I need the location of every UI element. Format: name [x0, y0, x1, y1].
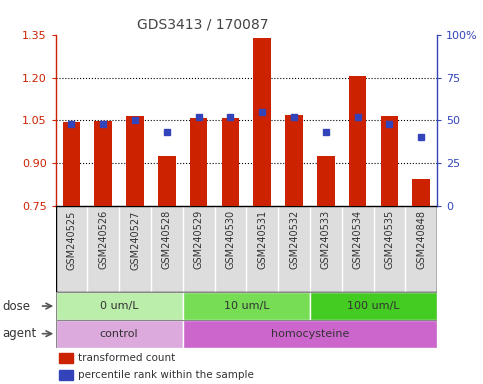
Bar [56, 320, 183, 348]
Bar [412, 179, 430, 384]
Text: GSM240527: GSM240527 [130, 210, 140, 270]
Text: GSM240534: GSM240534 [353, 210, 363, 269]
Text: GSM240535: GSM240535 [384, 210, 395, 270]
Text: GSM240525: GSM240525 [67, 210, 76, 270]
Text: transformed count: transformed count [78, 353, 176, 363]
Bar [59, 353, 73, 363]
Text: GDS3413 / 170087: GDS3413 / 170087 [137, 17, 269, 31]
Bar [381, 116, 398, 384]
Text: agent: agent [2, 327, 37, 340]
Bar [285, 115, 303, 384]
Text: percentile rank within the sample: percentile rank within the sample [78, 370, 255, 380]
Bar [183, 292, 310, 320]
Text: control: control [100, 329, 139, 339]
Text: GSM240532: GSM240532 [289, 210, 299, 270]
Bar [190, 118, 207, 384]
Text: 10 um/L: 10 um/L [224, 301, 269, 311]
Bar [254, 38, 271, 384]
Bar [317, 156, 335, 384]
Text: homocysteine: homocysteine [271, 329, 349, 339]
Text: GSM240529: GSM240529 [194, 210, 204, 270]
Bar [56, 292, 183, 320]
Bar [158, 156, 176, 384]
Bar [349, 76, 367, 384]
Text: GSM240526: GSM240526 [98, 210, 108, 270]
Bar [95, 121, 112, 384]
Text: GSM240531: GSM240531 [257, 210, 267, 269]
Text: GSM240530: GSM240530 [226, 210, 235, 269]
Bar [59, 370, 73, 380]
Text: dose: dose [2, 300, 30, 313]
Text: GSM240528: GSM240528 [162, 210, 172, 270]
Bar [310, 292, 437, 320]
Text: 100 um/L: 100 um/L [347, 301, 400, 311]
Bar [63, 122, 80, 384]
Bar [222, 118, 239, 384]
Text: GSM240533: GSM240533 [321, 210, 331, 269]
Text: 0 um/L: 0 um/L [100, 301, 139, 311]
Text: GSM240848: GSM240848 [416, 210, 426, 269]
Bar [183, 320, 437, 348]
Bar [126, 116, 144, 384]
